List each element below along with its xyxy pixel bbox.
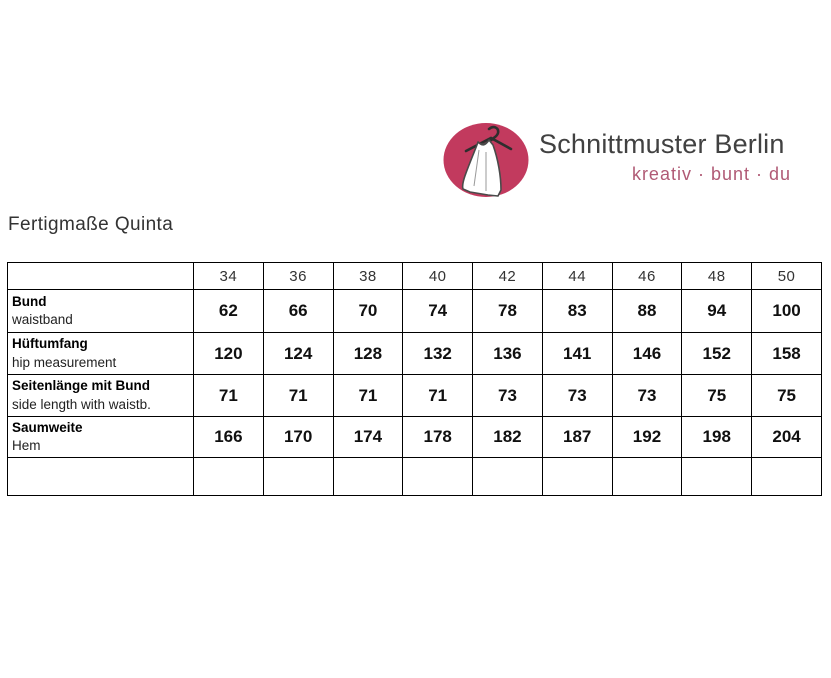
row-label-german: Hüftumfang bbox=[12, 336, 88, 352]
row-label-english: Hem bbox=[12, 438, 41, 454]
measurement-cell: 132 bbox=[402, 332, 474, 375]
measurement-cell: 174 bbox=[332, 415, 404, 459]
measurement-cell: 187 bbox=[541, 415, 613, 459]
dress-on-hanger-icon bbox=[443, 123, 529, 197]
measurement-cell: 170 bbox=[262, 415, 334, 459]
row-label-cell: Bund waistband bbox=[7, 289, 194, 333]
size-table-header-row: 34 36 38 40 42 44 46 48 50 bbox=[7, 262, 822, 290]
size-column-header: 44 bbox=[541, 262, 613, 290]
measurement-cell: 94 bbox=[681, 289, 753, 333]
measurement-cell: 124 bbox=[262, 332, 334, 375]
logo-mark bbox=[443, 120, 529, 200]
measurement-cell bbox=[611, 457, 683, 497]
measurement-cell: 66 bbox=[262, 289, 334, 333]
measurement-cell: 182 bbox=[472, 415, 543, 459]
measurement-cell: 178 bbox=[402, 415, 474, 459]
table-row: Seitenlänge mit Bund side length with wai… bbox=[7, 374, 822, 417]
size-column-header: 42 bbox=[472, 262, 543, 290]
measurement-cell: 71 bbox=[193, 374, 264, 417]
row-label-cell: Seitenlänge mit Bund side length with wai… bbox=[7, 374, 194, 417]
measurement-cell: 100 bbox=[751, 289, 822, 333]
size-table: 34 36 38 40 42 44 46 48 50 Bund waistband 62 66 70 74… bbox=[7, 262, 822, 497]
size-column-header: 34 bbox=[193, 262, 264, 290]
row-label-english: side length with waistb. bbox=[12, 396, 151, 412]
corner-cell bbox=[7, 262, 194, 290]
table-row: Saumweite Hem 166 170 174 178 182 187 192 198 204 bbox=[7, 415, 822, 459]
measurement-cell: 136 bbox=[472, 332, 543, 375]
size-column-header: 48 bbox=[681, 262, 753, 290]
measurement-cell: 75 bbox=[751, 374, 822, 417]
measurement-cell: 73 bbox=[611, 374, 683, 417]
measurement-cell: 71 bbox=[402, 374, 474, 417]
measurement-cell: 78 bbox=[472, 289, 543, 333]
measurement-cell: 83 bbox=[541, 289, 613, 333]
brand-name: Schnittmuster Berlin bbox=[539, 129, 785, 159]
brand-tagline: kreativ · bunt · du bbox=[631, 163, 791, 184]
measurement-cell: 166 bbox=[193, 415, 264, 459]
row-label-cell: Saumweite Hem bbox=[7, 415, 194, 459]
row-label-cell bbox=[7, 457, 194, 497]
measurement-cell: 75 bbox=[681, 374, 753, 417]
measurement-cell: 192 bbox=[611, 415, 683, 459]
measurement-cell bbox=[541, 457, 613, 497]
size-column-header: 46 bbox=[611, 262, 683, 290]
measurement-cell bbox=[681, 457, 753, 497]
measurement-cell: 146 bbox=[611, 332, 683, 375]
table-row: Bund waistband 62 66 70 74 78 83 88 94 100 bbox=[7, 289, 822, 333]
size-column-header: 38 bbox=[332, 262, 404, 290]
measurement-cell: 198 bbox=[681, 415, 753, 459]
measurement-cell: 71 bbox=[262, 374, 334, 417]
measurement-cell: 74 bbox=[402, 289, 474, 333]
measurement-cell: 73 bbox=[541, 374, 613, 417]
measurement-cell bbox=[262, 457, 334, 497]
measurement-cell: 88 bbox=[611, 289, 683, 333]
brand-block: Schnittmuster Berlin kreativ · bunt · du bbox=[539, 129, 791, 185]
measurement-cell: 158 bbox=[751, 332, 822, 375]
size-column-header: 50 bbox=[751, 262, 822, 290]
row-label-cell: Hüftumfang hip measurement bbox=[7, 332, 194, 375]
measurement-cell bbox=[751, 457, 822, 497]
measurement-cell bbox=[193, 457, 264, 497]
measurement-cell: 62 bbox=[193, 289, 264, 333]
measurement-cell: 204 bbox=[751, 415, 822, 459]
row-label-german: Bund bbox=[12, 293, 47, 309]
measurement-cell: 128 bbox=[332, 332, 404, 375]
measurement-cell: 71 bbox=[332, 374, 404, 417]
row-label-english: hip measurement bbox=[12, 354, 117, 370]
row-label-english: waistband bbox=[12, 312, 73, 327]
measurement-cell: 73 bbox=[472, 374, 543, 417]
measurement-cell bbox=[332, 457, 404, 497]
row-label-german: Saumweite bbox=[12, 420, 83, 435]
table-row bbox=[7, 457, 822, 497]
measurement-cell bbox=[472, 457, 543, 497]
measurement-cell: 141 bbox=[541, 332, 613, 375]
row-label-german: Seitenlänge mit Bund bbox=[12, 378, 151, 394]
measurement-cell: 70 bbox=[332, 289, 404, 333]
page-title: Fertigmaße Quinta bbox=[8, 214, 174, 235]
measurement-cell bbox=[402, 457, 474, 497]
size-column-header: 36 bbox=[262, 262, 334, 290]
table-row: Hüftumfang hip measurement 120 124 128 132 136… bbox=[7, 332, 822, 375]
measurement-cell: 152 bbox=[681, 332, 753, 375]
measurement-cell: 120 bbox=[193, 332, 264, 375]
size-column-header: 40 bbox=[402, 262, 474, 290]
